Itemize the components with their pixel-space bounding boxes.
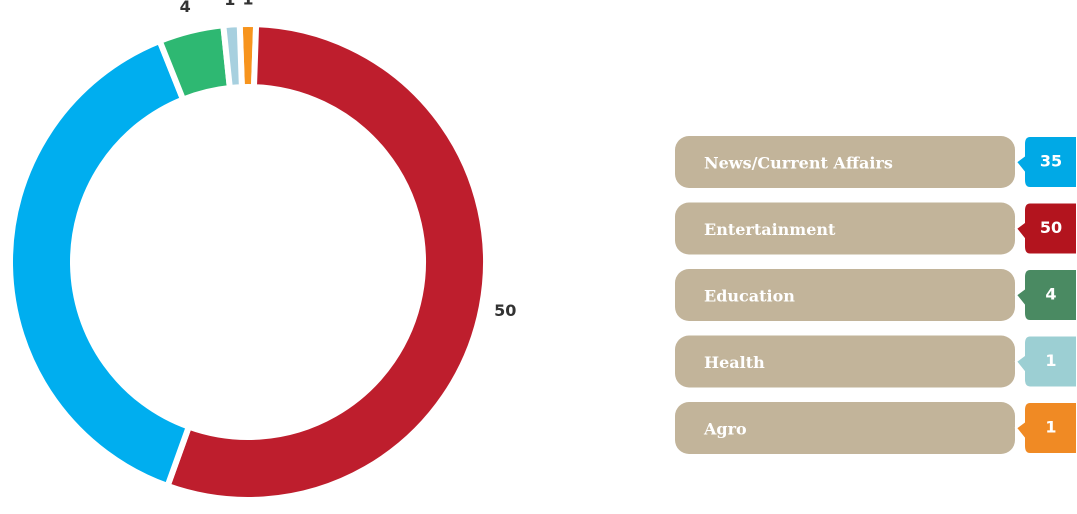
legend-label: News/Current Affairs	[704, 154, 893, 173]
legend-badge	[1014, 401, 1077, 455]
data-label: 50	[494, 301, 516, 320]
data-label: 1	[224, 0, 235, 9]
legend-label: Agro	[703, 420, 747, 439]
legend-pill	[675, 202, 1015, 255]
legend-value: 4	[1045, 285, 1056, 304]
legend-value: 1	[1045, 351, 1056, 370]
legend-badge	[1014, 201, 1077, 256]
legend-label: Health	[704, 353, 765, 372]
legend-pill	[675, 136, 1015, 188]
legend-value: 50	[1040, 218, 1062, 237]
data-label: 1	[242, 0, 253, 9]
legend-value: 1	[1045, 418, 1056, 437]
legend-pill	[675, 335, 1015, 388]
legend-badge	[1014, 334, 1077, 389]
legend-pill	[675, 402, 1015, 454]
donut-slice	[7, 37, 193, 490]
donut-slice	[163, 21, 489, 503]
legend-label: Entertainment	[704, 220, 836, 239]
legend-badge	[1014, 268, 1077, 322]
legend-badge	[1014, 135, 1077, 189]
legend-pill	[675, 269, 1015, 321]
donut-slice	[220, 21, 245, 92]
legend-label: Education	[704, 287, 795, 306]
legend-value: 35	[1040, 152, 1062, 171]
data-label: 4	[180, 0, 191, 16]
